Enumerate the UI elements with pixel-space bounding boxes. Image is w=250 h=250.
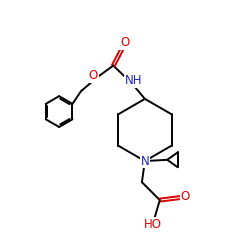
- Text: O: O: [180, 190, 190, 203]
- Text: N: N: [140, 154, 149, 168]
- Text: O: O: [89, 69, 98, 82]
- Text: O: O: [120, 36, 130, 49]
- Text: NH: NH: [124, 74, 142, 87]
- Text: HO: HO: [144, 218, 162, 231]
